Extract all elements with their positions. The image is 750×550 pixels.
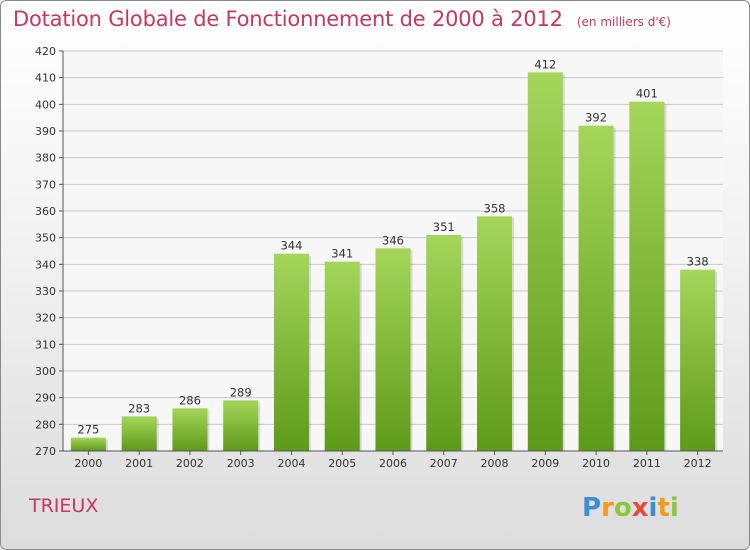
bar-value-label: 286 (179, 393, 201, 407)
x-tick-label: 2007 (430, 457, 458, 470)
y-tick-label: 420 (35, 45, 56, 58)
y-tick-label: 350 (35, 232, 56, 245)
x-tick-label: 2009 (531, 457, 559, 470)
bar (121, 416, 157, 451)
y-tick-label: 280 (35, 418, 56, 431)
bar-value-label: 401 (636, 87, 658, 101)
bar (70, 437, 106, 451)
x-tick-label: 2010 (582, 457, 610, 470)
bar-value-label: 275 (77, 423, 99, 437)
bar-value-label: 392 (585, 111, 607, 125)
y-tick-label: 300 (35, 365, 56, 378)
y-tick-label: 370 (35, 178, 56, 191)
x-tick-label: 2006 (379, 457, 407, 470)
x-tick-label: 2002 (176, 457, 204, 470)
bar (223, 400, 259, 451)
x-tick-label: 2003 (227, 457, 255, 470)
y-tick-label: 320 (35, 312, 56, 325)
bar-value-label: 338 (687, 255, 709, 269)
bar-value-label: 289 (230, 385, 252, 399)
bar (527, 72, 563, 451)
y-tick-label: 400 (35, 98, 56, 111)
y-tick-label: 340 (35, 258, 56, 271)
bar (375, 248, 411, 451)
bar-value-label: 283 (128, 401, 150, 415)
bar (578, 125, 614, 452)
bar-value-label: 358 (484, 201, 506, 215)
y-tick-label: 360 (35, 205, 56, 218)
svg-text:Proxiti: Proxiti (582, 493, 679, 523)
chart-unit: (en milliers d'€) (576, 15, 671, 29)
proxiti-logo: Proxiti (582, 493, 679, 523)
x-tick-label: 2004 (277, 457, 305, 470)
x-tick-label: 2001 (125, 457, 153, 470)
bar-value-label: 344 (280, 239, 302, 253)
y-tick-label: 290 (35, 392, 56, 405)
y-tick-label: 380 (35, 152, 56, 165)
bar (273, 253, 309, 451)
bar-value-label: 351 (433, 220, 455, 234)
y-tick-label: 270 (35, 445, 56, 458)
bar (680, 269, 716, 451)
x-tick-label: 2011 (633, 457, 661, 470)
chart-title: Dotation Globale de Fonctionnement de 20… (13, 7, 563, 31)
bar-value-label: 346 (382, 233, 404, 247)
bar-value-label: 341 (331, 247, 353, 261)
y-tick-label: 310 (35, 338, 56, 351)
bar (477, 216, 513, 451)
y-tick-label: 330 (35, 285, 56, 298)
chart-title-block: Dotation Globale de Fonctionnement de 20… (13, 7, 671, 31)
y-tick-label: 410 (35, 72, 56, 85)
x-tick-label: 2000 (74, 457, 102, 470)
x-tick-label: 2005 (328, 457, 356, 470)
bar (629, 101, 665, 452)
x-tick-label: 2012 (684, 457, 712, 470)
place-name: TRIEUX (29, 495, 99, 517)
x-tick-label: 2008 (481, 457, 509, 470)
y-tick-label: 390 (35, 125, 56, 138)
bar (324, 261, 360, 451)
bar (426, 235, 462, 451)
bar-value-label: 412 (534, 57, 556, 71)
bar (172, 408, 208, 451)
